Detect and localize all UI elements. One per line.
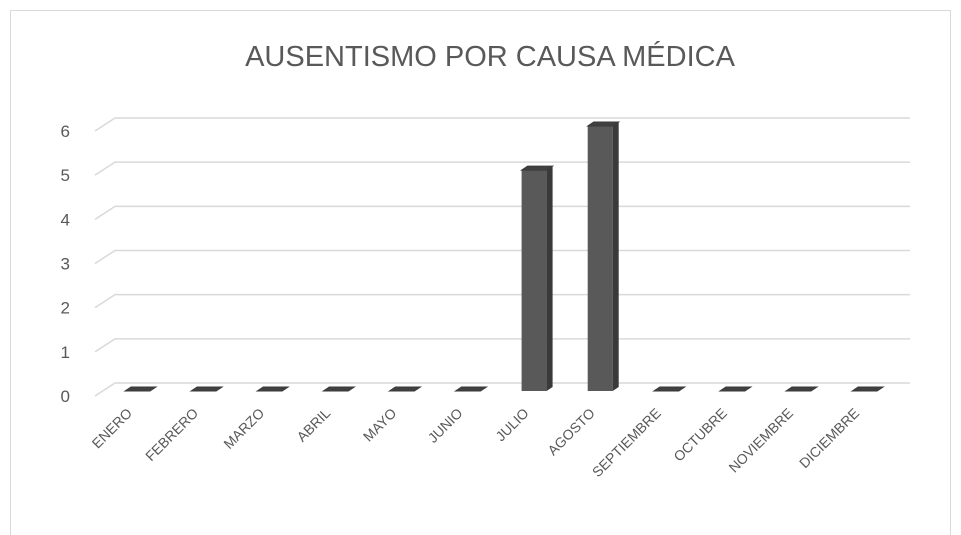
bar-top <box>255 386 290 392</box>
bar <box>387 386 423 392</box>
chart-title: AUSENTISMO POR CAUSA MÉDICA <box>245 40 736 73</box>
y-tick-label: 5 <box>61 166 70 185</box>
bar-top <box>189 386 224 392</box>
y-tick-label: 4 <box>61 210 70 229</box>
bar <box>784 386 819 392</box>
y-tick-label: 0 <box>61 387 70 406</box>
bar <box>718 386 753 392</box>
chart-border <box>10 10 951 535</box>
grid-line <box>94 338 910 353</box>
bar-front <box>587 126 613 391</box>
grid-line <box>94 161 910 176</box>
bar-top <box>387 386 423 392</box>
bar <box>453 386 489 392</box>
bar <box>189 386 224 392</box>
bar <box>123 386 158 392</box>
bar <box>519 165 555 391</box>
y-tick-label: 1 <box>61 343 70 362</box>
y-tick-label: 3 <box>61 255 70 274</box>
y-tick-label: 6 <box>61 122 70 141</box>
bar <box>321 386 356 392</box>
bar-side <box>546 166 553 391</box>
grid-line <box>94 382 910 397</box>
grid-line <box>94 249 910 265</box>
bar-top <box>123 386 158 392</box>
bar-top <box>652 386 687 392</box>
bar-top <box>718 386 753 392</box>
bar-top <box>453 386 489 392</box>
bar <box>586 121 621 391</box>
bar-top <box>850 386 885 392</box>
bar-front <box>521 170 547 391</box>
grid-line <box>94 205 910 220</box>
bar <box>850 386 885 392</box>
bar-top <box>321 386 356 392</box>
bar-top <box>784 386 819 392</box>
bar <box>652 386 687 392</box>
bar-side <box>612 122 619 391</box>
grid-line <box>94 117 910 132</box>
y-tick-label: 2 <box>61 299 70 318</box>
grid-line <box>94 293 910 309</box>
bar <box>255 386 290 392</box>
